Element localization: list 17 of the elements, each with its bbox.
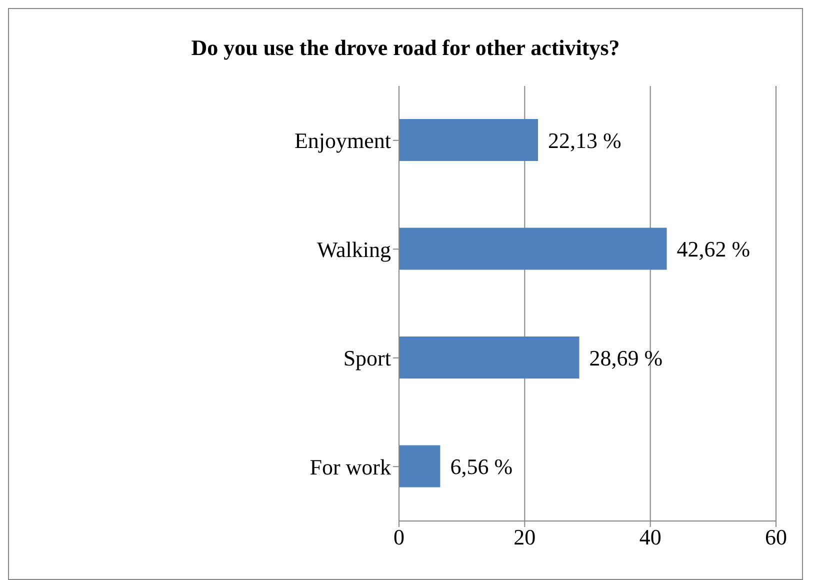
bar bbox=[399, 228, 667, 270]
data-label: 6,56 % bbox=[450, 454, 513, 480]
chart-title: Do you use the drove road for other activitys? bbox=[190, 35, 621, 61]
bar bbox=[399, 336, 580, 378]
data-label: 42,62 % bbox=[676, 236, 750, 262]
y-tick-label: For work bbox=[310, 454, 391, 480]
x-tick-label: 20 bbox=[514, 524, 536, 550]
data-label: 22,13 % bbox=[548, 128, 622, 153]
x-tick-label: 40 bbox=[639, 524, 662, 550]
y-tick-label: Enjoyment bbox=[294, 128, 391, 154]
x-tick-label: 0 bbox=[394, 524, 404, 550]
data-label: 28,69 % bbox=[589, 345, 663, 370]
bar bbox=[399, 119, 538, 161]
x-tick-label: 60 bbox=[765, 524, 787, 550]
y-tick-label: Sport bbox=[343, 346, 391, 371]
bar bbox=[399, 445, 440, 488]
y-tick-label: Walking bbox=[317, 236, 391, 262]
